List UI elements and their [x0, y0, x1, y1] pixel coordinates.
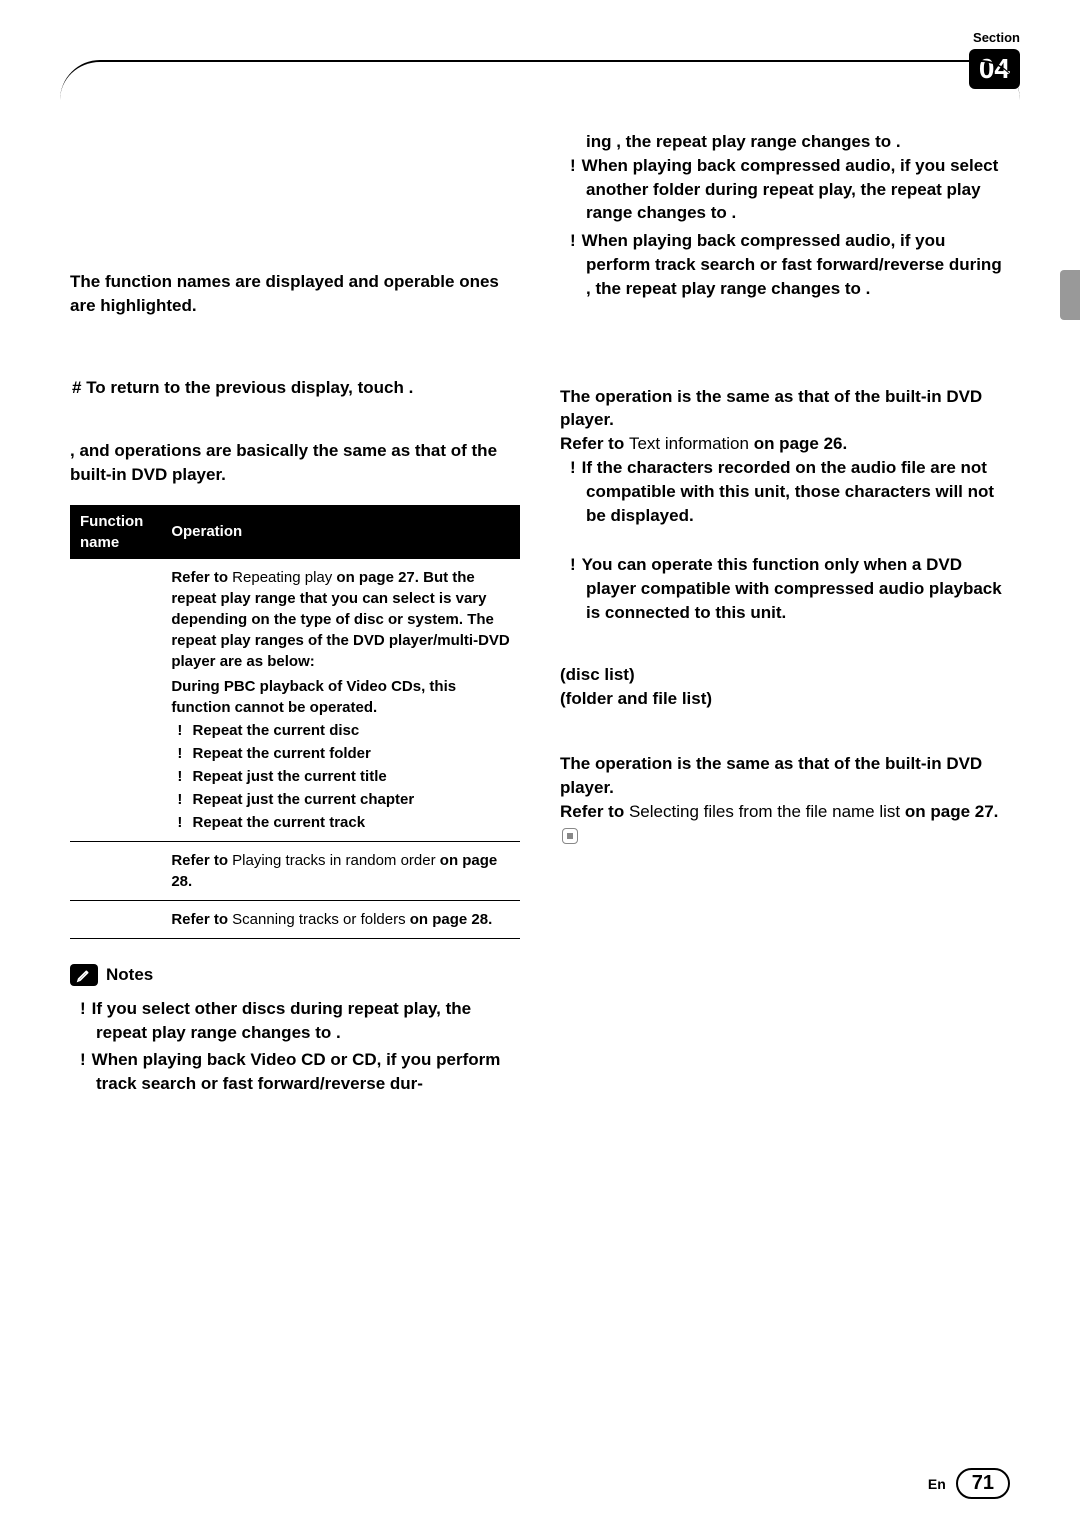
repeat-item: ! Repeat just the current chapter [171, 789, 510, 810]
note-item: !When playing back compressed audio, if … [560, 229, 1010, 300]
repeat-cell: Refer to Repeating play on page 27. But … [161, 559, 520, 842]
table-row: Refer to Repeating play on page 27. But … [70, 559, 520, 842]
repeat-item: ! Repeat the current track [171, 812, 510, 833]
note-item: !When playing back compressed audio, if … [560, 154, 1010, 225]
note-item: !When playing back Video CD or CD, if yo… [70, 1048, 520, 1096]
table-row: Refer to Scanning tracks or folders on p… [70, 900, 520, 938]
scan-cell: Refer to Scanning tracks or folders on p… [161, 900, 520, 938]
ops-paragraph: , and operations are basically the same … [70, 439, 520, 487]
char-note: !If the characters recorded on the audio… [560, 456, 1010, 527]
page-number: 71 [956, 1468, 1010, 1499]
footer: En 71 [928, 1468, 1010, 1499]
side-tab [1060, 270, 1080, 320]
section-label: Section [969, 30, 1020, 45]
intro-paragraph: The function names are displayed and ope… [70, 270, 520, 318]
refer-selecting-files: Refer to Selecting files from the file n… [560, 800, 1010, 848]
random-cell: Refer to Playing tracks in random order … [161, 841, 520, 900]
op-same-paragraph: The operation is the same as that of the… [560, 385, 1010, 433]
table-row: Refer to Playing tracks in random order … [70, 841, 520, 900]
notes-header: Notes [70, 963, 520, 987]
notes-label: Notes [106, 963, 153, 987]
th-operation: Operation [161, 505, 520, 559]
repeat-item: ! Repeat the current disc [171, 720, 510, 741]
content: The function names are displayed and ope… [70, 130, 1010, 1429]
continued-note: ing , the repeat play range changes to . [560, 130, 1010, 154]
end-section-icon [562, 828, 578, 844]
repeat-item: ! Repeat the current folder [171, 743, 510, 764]
compat-note: !You can operate this function only when… [560, 553, 1010, 624]
repeat-item: ! Repeat just the current title [171, 766, 510, 787]
refer-text-info: Refer to Text information on page 26. [560, 432, 1010, 456]
pencil-icon [70, 964, 98, 986]
th-function-name: Function name [70, 505, 161, 559]
disc-list-heading: (disc list) (folder and file list) [560, 663, 1010, 711]
return-note: # To return to the previous display, tou… [70, 376, 520, 400]
left-column: The function names are displayed and ope… [70, 130, 520, 1429]
footer-lang: En [928, 1476, 946, 1492]
function-table: Function name Operation Refer to Repeati… [70, 505, 520, 939]
right-column: ing , the repeat play range changes to .… [560, 130, 1010, 1429]
op-same-paragraph-2: The operation is the same as that of the… [560, 752, 1010, 800]
note-item: !If you select other discs during repeat… [70, 997, 520, 1045]
hash-symbol: # [72, 378, 86, 397]
